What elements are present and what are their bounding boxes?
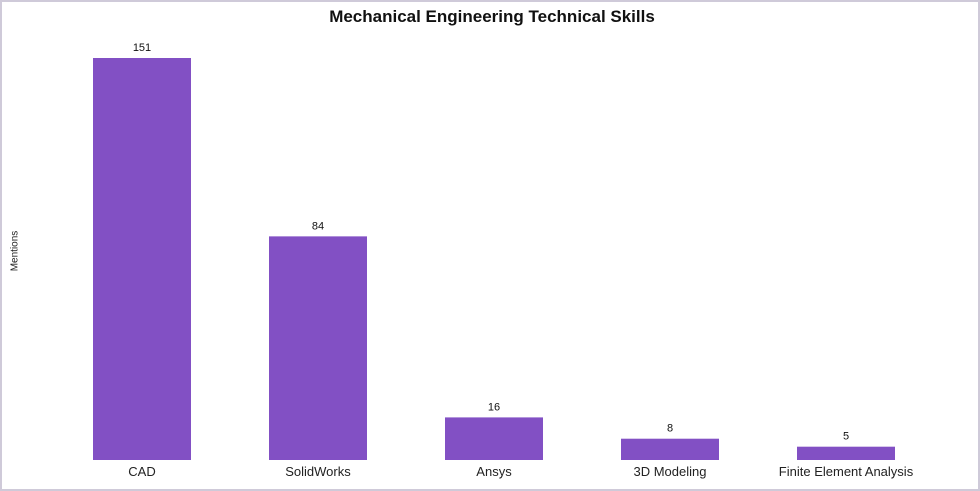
- bar-solidworks: [269, 236, 367, 460]
- bar-3d-modeling: [621, 438, 719, 460]
- data-label: 151: [133, 42, 151, 54]
- x-tick-label: SolidWorks: [285, 464, 351, 479]
- x-tick-label: 3D Modeling: [634, 464, 707, 479]
- data-label: 8: [667, 423, 673, 435]
- chart-title: Mechanical Engineering Technical Skills: [329, 7, 655, 26]
- x-tick-label: Ansys: [476, 464, 512, 479]
- bar-finite-element-analysis: [797, 446, 895, 460]
- bar-ansys: [445, 417, 543, 460]
- x-tick-label: CAD: [128, 464, 155, 479]
- x-tick-label: Finite Element Analysis: [779, 464, 914, 479]
- data-label: 5: [843, 431, 849, 443]
- data-label: 16: [488, 401, 500, 413]
- bar-cad: [93, 58, 191, 460]
- data-label: 84: [312, 220, 324, 232]
